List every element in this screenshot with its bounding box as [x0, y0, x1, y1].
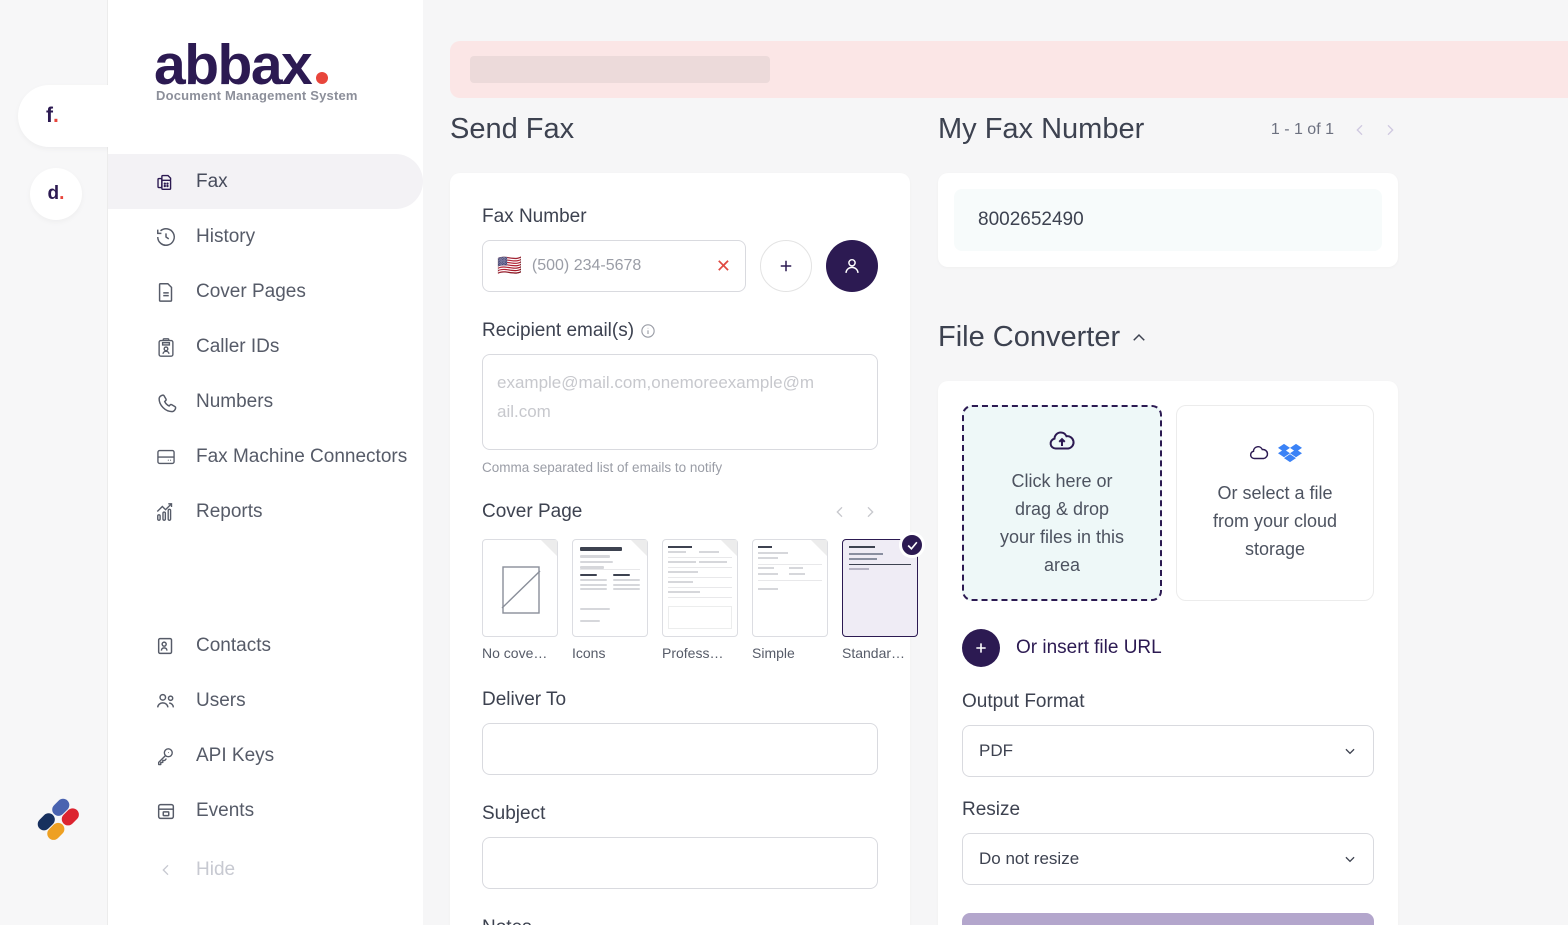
svg-text:Document Management System: Document Management System	[156, 88, 358, 103]
